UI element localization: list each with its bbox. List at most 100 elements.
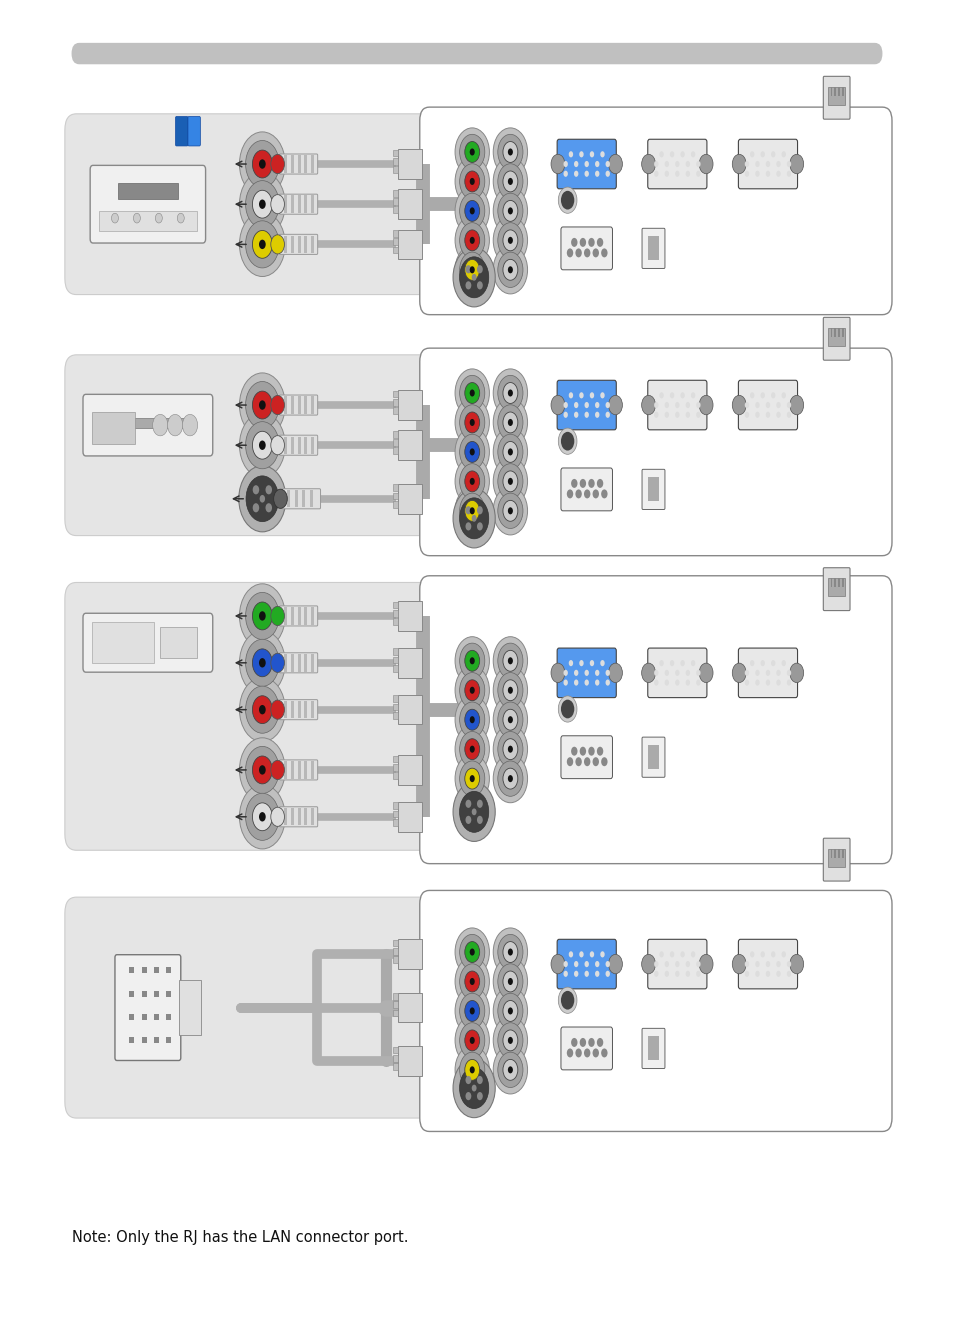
Circle shape bbox=[253, 190, 272, 218]
Circle shape bbox=[664, 170, 668, 177]
Circle shape bbox=[239, 584, 285, 648]
Circle shape bbox=[558, 696, 577, 722]
Circle shape bbox=[595, 161, 598, 167]
FancyBboxPatch shape bbox=[188, 116, 200, 146]
Circle shape bbox=[578, 951, 583, 957]
Circle shape bbox=[685, 971, 689, 977]
Circle shape bbox=[502, 1000, 517, 1022]
Bar bbox=[398, 230, 421, 260]
FancyBboxPatch shape bbox=[560, 226, 612, 270]
Circle shape bbox=[597, 747, 602, 755]
Circle shape bbox=[765, 402, 769, 408]
Circle shape bbox=[669, 951, 674, 957]
FancyBboxPatch shape bbox=[279, 194, 317, 214]
Circle shape bbox=[605, 161, 609, 167]
Circle shape bbox=[605, 670, 609, 676]
Circle shape bbox=[732, 955, 745, 973]
Circle shape bbox=[608, 663, 621, 683]
Circle shape bbox=[765, 961, 769, 967]
Circle shape bbox=[471, 516, 476, 522]
Circle shape bbox=[258, 240, 266, 249]
Bar bbox=[392, 712, 397, 719]
Circle shape bbox=[459, 222, 484, 258]
Circle shape bbox=[258, 704, 266, 715]
Bar bbox=[154, 967, 159, 973]
Circle shape bbox=[502, 383, 517, 403]
Circle shape bbox=[459, 731, 484, 767]
Circle shape bbox=[699, 663, 712, 683]
Bar bbox=[311, 236, 314, 253]
Circle shape bbox=[271, 607, 284, 625]
Circle shape bbox=[497, 252, 522, 288]
Circle shape bbox=[566, 1048, 573, 1058]
Bar bbox=[98, 212, 197, 230]
Circle shape bbox=[600, 490, 607, 498]
Circle shape bbox=[789, 395, 802, 415]
Circle shape bbox=[789, 955, 802, 973]
Circle shape bbox=[507, 977, 513, 986]
Circle shape bbox=[664, 679, 668, 686]
Circle shape bbox=[455, 928, 489, 976]
Bar bbox=[284, 195, 287, 213]
Circle shape bbox=[155, 213, 162, 224]
Circle shape bbox=[765, 971, 769, 977]
Circle shape bbox=[551, 663, 564, 683]
Circle shape bbox=[679, 951, 684, 957]
Circle shape bbox=[584, 679, 588, 686]
Circle shape bbox=[459, 404, 484, 441]
Circle shape bbox=[584, 670, 588, 676]
Circle shape bbox=[459, 193, 484, 229]
Circle shape bbox=[469, 1007, 475, 1015]
Bar bbox=[392, 399, 397, 406]
Circle shape bbox=[455, 157, 489, 205]
Circle shape bbox=[776, 161, 780, 167]
Circle shape bbox=[493, 637, 527, 684]
Circle shape bbox=[755, 961, 759, 967]
Bar bbox=[841, 328, 842, 336]
Bar bbox=[392, 802, 397, 809]
Circle shape bbox=[239, 131, 285, 195]
Circle shape bbox=[675, 679, 679, 686]
Bar bbox=[392, 648, 397, 655]
Bar bbox=[284, 396, 287, 414]
Circle shape bbox=[605, 679, 609, 686]
Circle shape bbox=[245, 382, 279, 428]
Circle shape bbox=[497, 643, 522, 679]
Bar bbox=[284, 655, 287, 672]
Circle shape bbox=[459, 935, 484, 969]
Bar bbox=[142, 1036, 147, 1043]
Circle shape bbox=[493, 399, 527, 447]
Circle shape bbox=[699, 955, 712, 973]
Circle shape bbox=[502, 442, 517, 462]
Bar bbox=[304, 761, 307, 779]
Bar bbox=[297, 236, 300, 253]
Circle shape bbox=[786, 161, 790, 167]
FancyBboxPatch shape bbox=[279, 395, 317, 415]
Circle shape bbox=[465, 265, 471, 273]
FancyBboxPatch shape bbox=[641, 228, 664, 268]
FancyBboxPatch shape bbox=[738, 940, 797, 988]
Bar bbox=[647, 478, 659, 501]
Circle shape bbox=[497, 222, 522, 258]
Circle shape bbox=[464, 971, 479, 992]
Bar bbox=[311, 807, 314, 825]
Circle shape bbox=[459, 791, 488, 833]
Circle shape bbox=[608, 154, 621, 174]
Circle shape bbox=[493, 127, 527, 175]
Circle shape bbox=[493, 1016, 527, 1065]
Circle shape bbox=[258, 159, 266, 169]
Bar bbox=[392, 230, 397, 237]
FancyBboxPatch shape bbox=[419, 890, 891, 1131]
Circle shape bbox=[464, 412, 479, 432]
Circle shape bbox=[560, 190, 574, 209]
Circle shape bbox=[685, 670, 689, 676]
Circle shape bbox=[497, 134, 522, 170]
Bar bbox=[827, 849, 844, 866]
FancyBboxPatch shape bbox=[557, 648, 616, 698]
Bar bbox=[392, 656, 397, 663]
Circle shape bbox=[563, 161, 567, 167]
Circle shape bbox=[776, 170, 780, 177]
Bar bbox=[130, 967, 134, 973]
Circle shape bbox=[271, 700, 284, 719]
Bar bbox=[838, 849, 839, 857]
